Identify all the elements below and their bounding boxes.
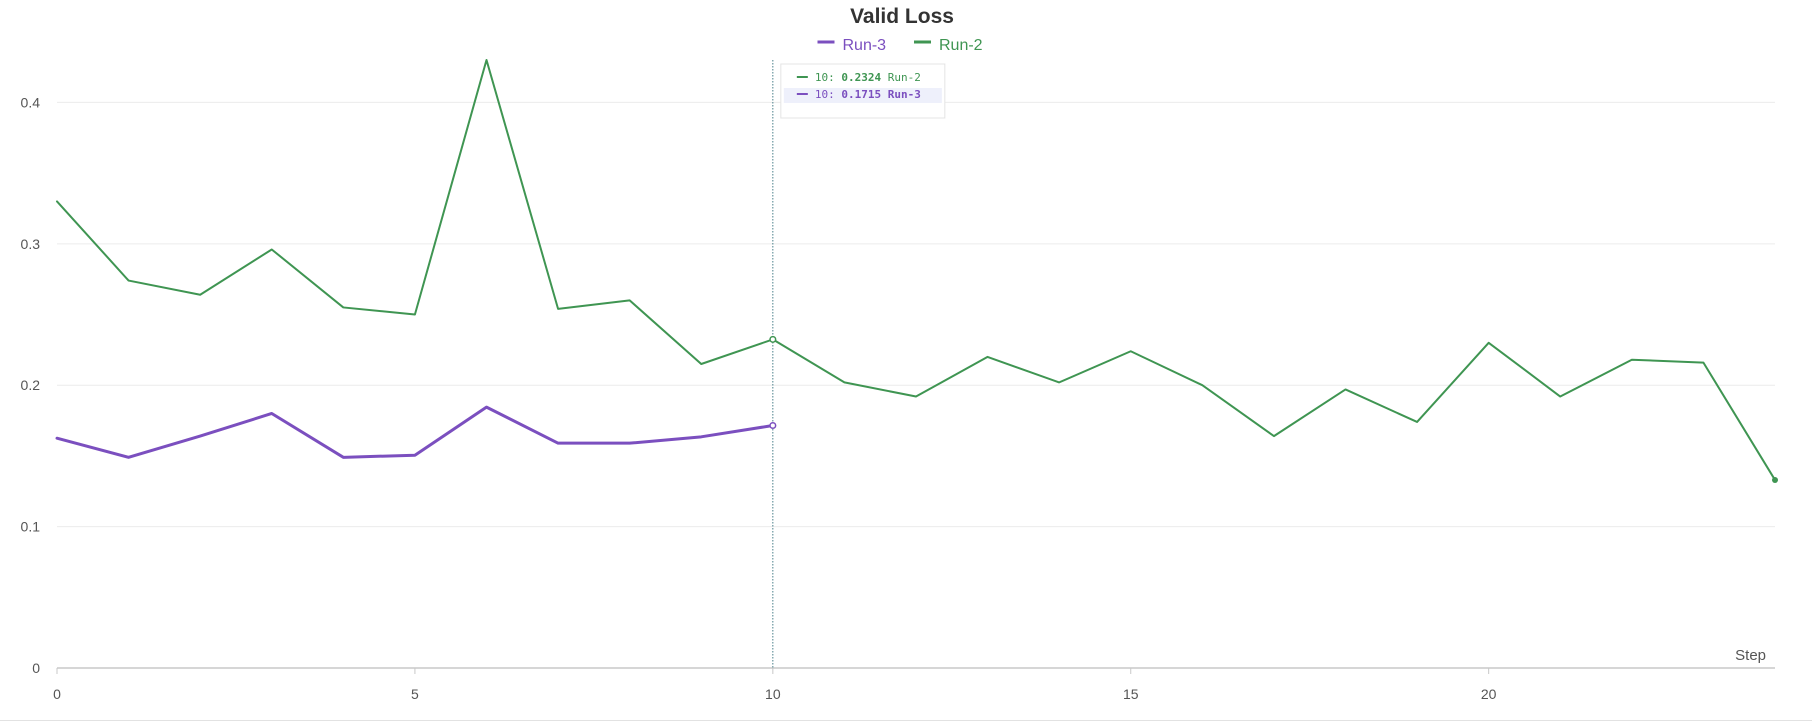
x-axis: 0 5 10 15 20: [53, 667, 1775, 702]
y-tick-label: 0.4: [21, 94, 41, 110]
series-line-run-2: [56, 59, 1776, 481]
y-tick-label: 0.1: [21, 519, 41, 535]
y-axis: 0 0.1 0.2 0.3 0.4: [21, 94, 41, 676]
series-end-point: [1772, 476, 1778, 483]
tooltip-row-highlight: [783, 88, 942, 103]
legend: Run-3 Run-2: [817, 37, 983, 54]
x-tick-label: 20: [1481, 686, 1497, 702]
hover-point: [769, 421, 777, 430]
x-tick-label: 0: [53, 686, 61, 702]
series-lines: [55, 59, 1776, 481]
legend-item: Run-3: [817, 37, 887, 54]
legend-item: Run-2: [914, 37, 983, 54]
series-line-run-3: [55, 405, 775, 459]
x-axis-label: Step: [1735, 647, 1766, 664]
x-tick-label: 10: [765, 686, 781, 702]
tooltip-run-name: Run-2: [881, 71, 921, 84]
hover-points: [769, 335, 1778, 483]
panel-bottom-border: [0, 720, 1812, 721]
tooltip-run-name: Run-3: [881, 88, 921, 101]
tooltip-value: 0.1715: [841, 88, 881, 101]
hover-tooltip: 10: 0.2324 Run-210: 0.1715 Run-3: [780, 63, 946, 119]
tooltip-step: 10:: [815, 88, 842, 101]
grid-lines: [57, 101, 1775, 528]
tooltip-entry: 10: 0.2324 Run-2: [815, 71, 921, 84]
hover-point: [769, 335, 777, 343]
y-tick-label: 0: [32, 660, 40, 676]
tooltip-value: 0.2324: [841, 71, 881, 84]
tooltip-step: 10:: [815, 71, 842, 84]
y-tick-label: 0.2: [21, 377, 41, 393]
chart-title: Valid Loss: [850, 5, 954, 28]
y-tick-label: 0.3: [21, 236, 41, 252]
x-tick-label: 15: [1123, 686, 1139, 702]
legend-label: Run-3: [843, 37, 887, 54]
x-tick-label: 5: [411, 686, 419, 702]
tooltip-entry: 10: 0.1715 Run-3: [815, 88, 921, 101]
legend-label: Run-2: [939, 37, 983, 54]
